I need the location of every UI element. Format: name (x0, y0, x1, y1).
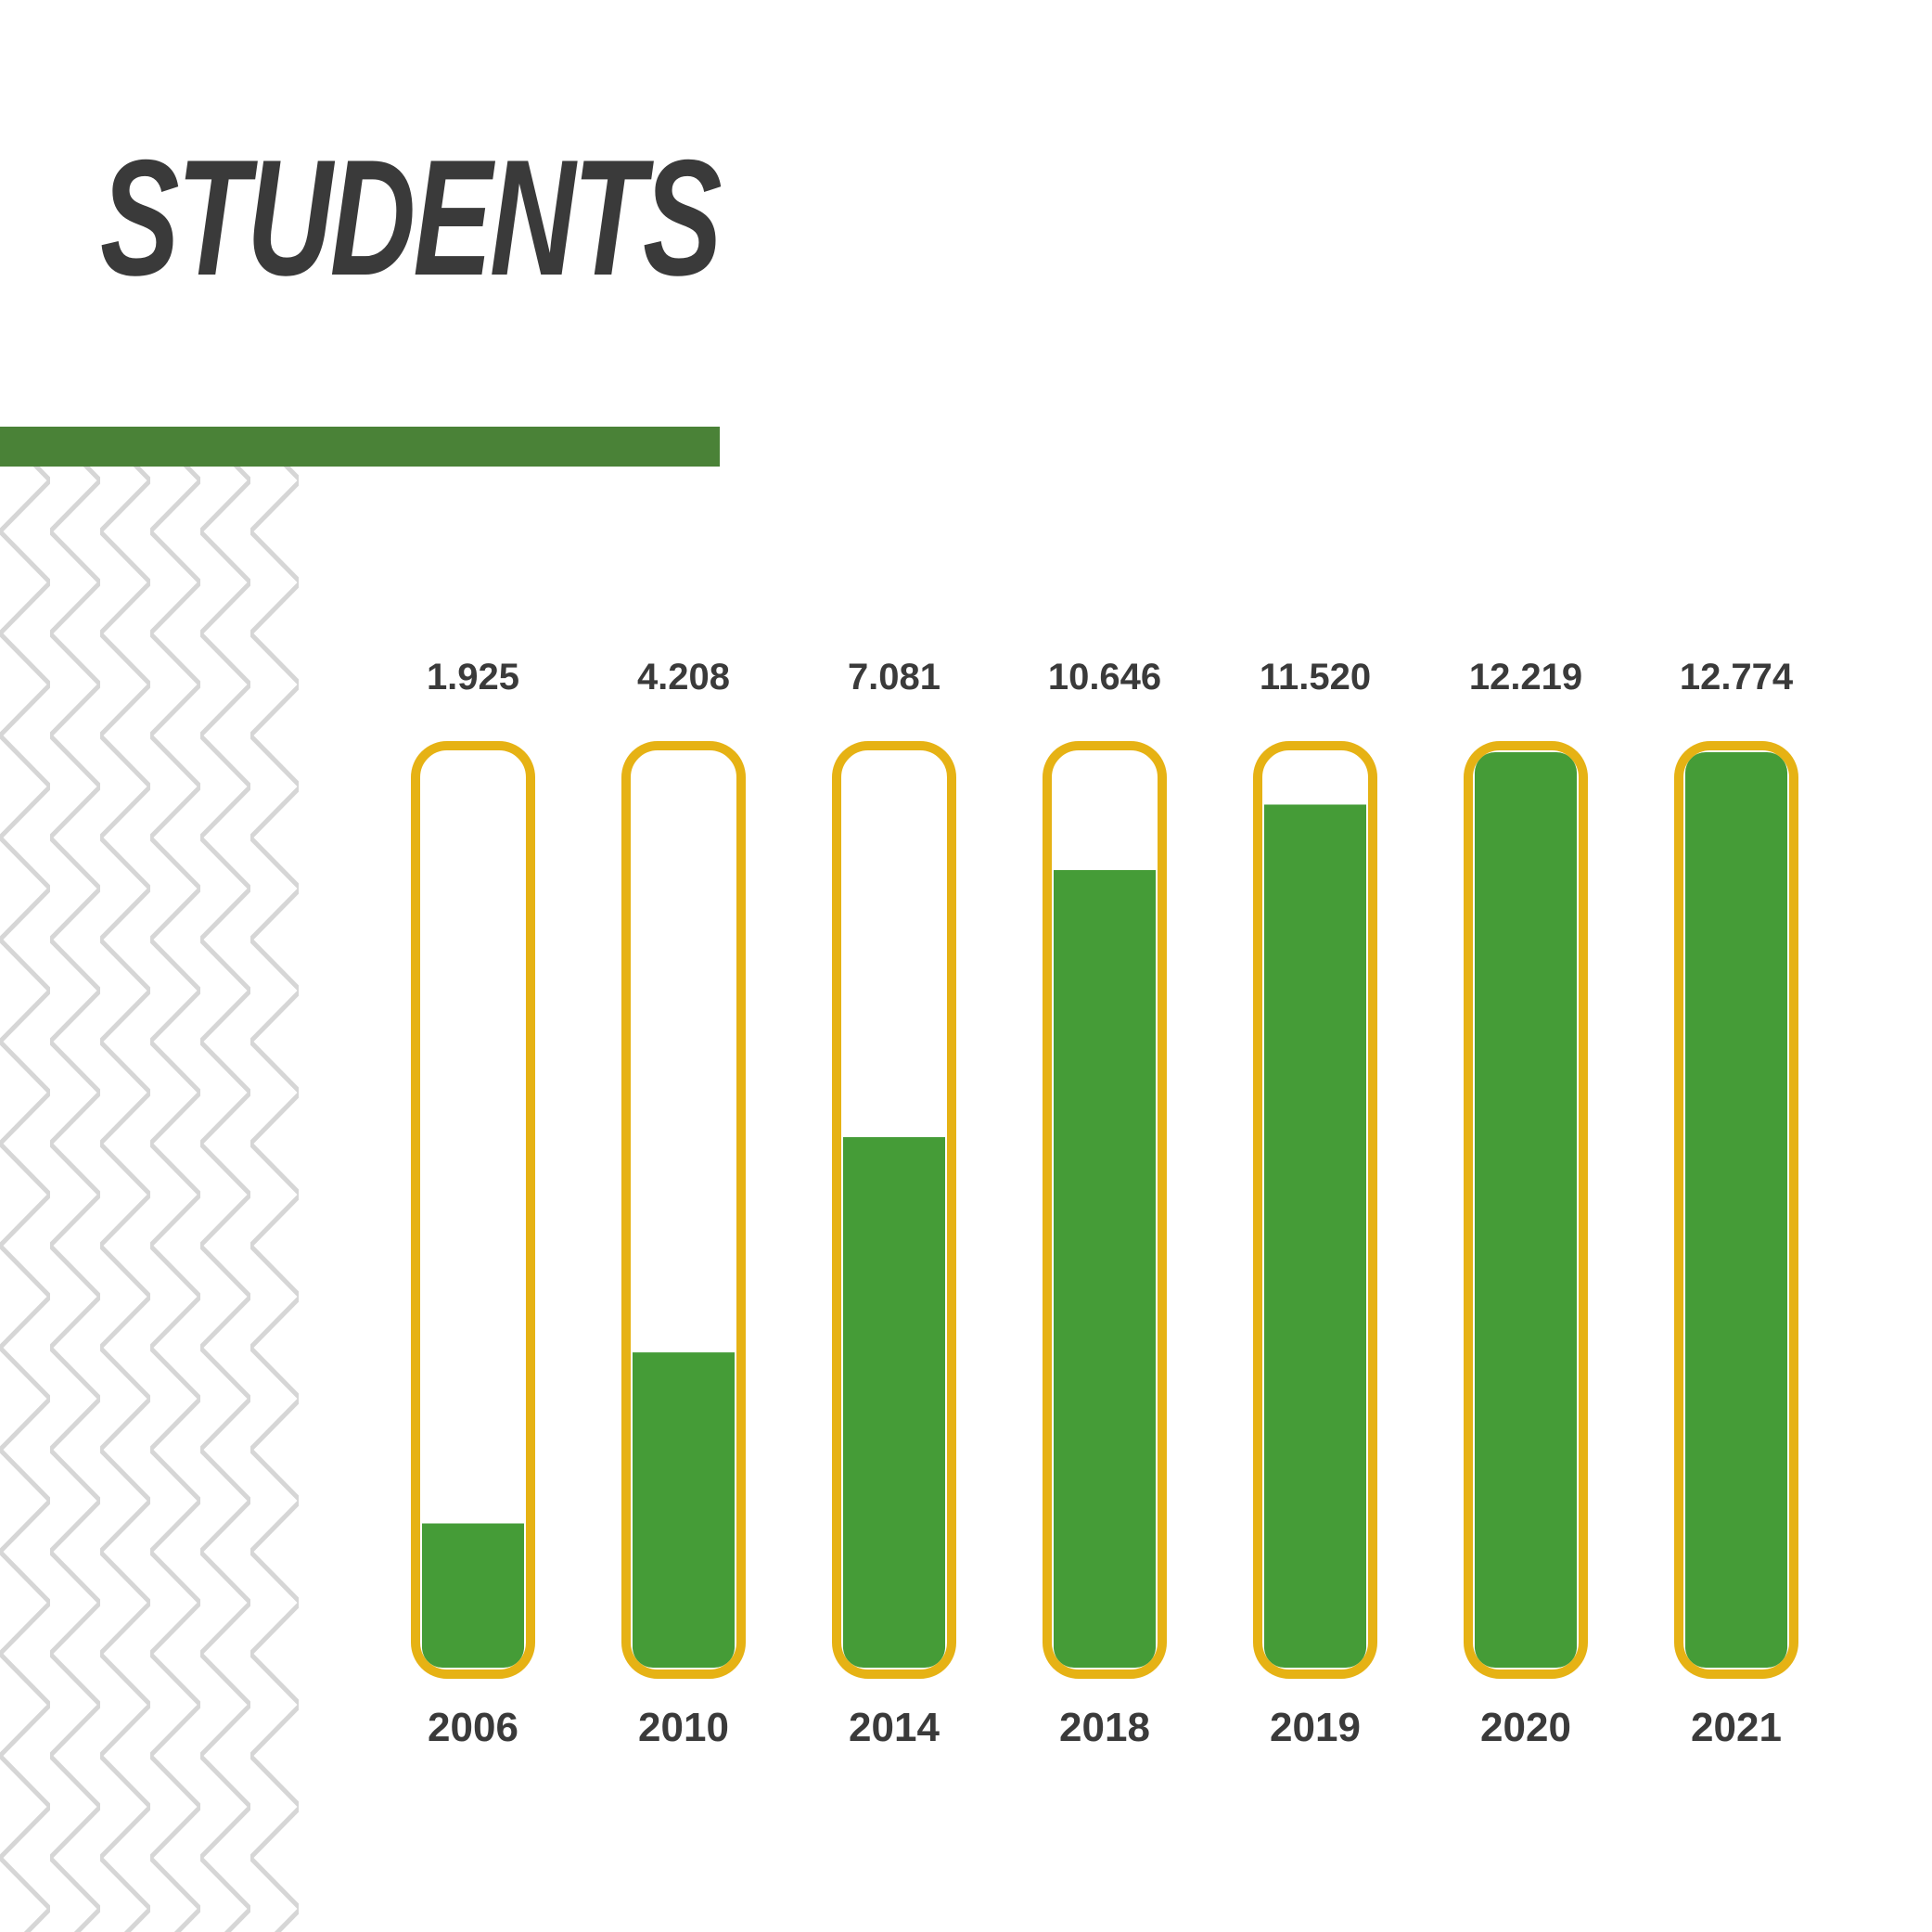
accent-rule (0, 427, 720, 467)
tick-label: 2020 (1480, 1705, 1571, 1750)
tick-label: 2019 (1270, 1705, 1361, 1750)
data-label: 10.646 (1048, 657, 1161, 697)
bar (422, 1523, 524, 1668)
tick-label: 2021 (1691, 1705, 1782, 1750)
bar (1475, 752, 1577, 1668)
data-label: 4.208 (637, 657, 730, 697)
data-label: 12.219 (1469, 657, 1582, 697)
bar-group-2021: 12.774 2021 (1674, 657, 1798, 1750)
bar (1685, 752, 1787, 1668)
tick-label: 2014 (849, 1705, 940, 1750)
tick-label: 2006 (428, 1705, 518, 1750)
data-label: 12.774 (1680, 657, 1794, 697)
bar-group-2018: 10.646 2018 (1043, 657, 1167, 1750)
page-title: STUDENTS (100, 125, 723, 310)
data-label: 11.520 (1260, 657, 1371, 697)
bar-outline (411, 741, 535, 1679)
tick-label: 2010 (638, 1705, 729, 1750)
chevron-pattern (0, 467, 299, 1932)
bar-outline (621, 741, 746, 1679)
bar-group-2014: 7.081 2014 (832, 657, 956, 1750)
bar-outline (1464, 741, 1588, 1679)
data-label: 7.081 (848, 657, 940, 697)
bar (1054, 870, 1156, 1668)
bar-group-2010: 4.208 2010 (621, 657, 746, 1750)
bar (633, 1352, 735, 1668)
bar (1264, 804, 1366, 1668)
bar-track (422, 752, 524, 1668)
bar-group-2006: 1.925 2006 (411, 657, 535, 1750)
bar-outline (832, 741, 956, 1679)
bar-outline (1674, 741, 1798, 1679)
bar (843, 1137, 945, 1668)
bar-outline (1043, 741, 1167, 1679)
bar-outline (1253, 741, 1377, 1679)
tick-label: 2018 (1059, 1705, 1150, 1750)
bar-group-2020: 12.219 2020 (1464, 657, 1588, 1750)
bar-group-2019: 11.520 2019 (1253, 657, 1377, 1750)
data-label: 1.925 (427, 657, 519, 697)
